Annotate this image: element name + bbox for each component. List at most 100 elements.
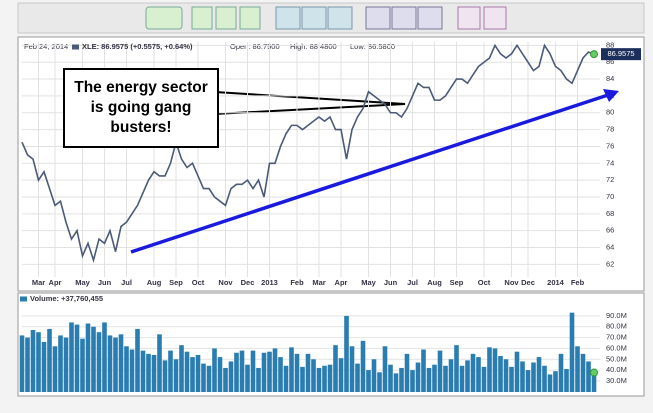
volume-bar bbox=[437, 350, 443, 392]
y-tick-label: 76 bbox=[606, 141, 614, 150]
x-tick-label: Jun bbox=[98, 278, 112, 287]
volume-bar bbox=[85, 323, 91, 392]
volume-bar bbox=[399, 367, 404, 392]
volume-bar bbox=[201, 363, 206, 392]
volume-bar bbox=[366, 370, 371, 392]
y-tick-label: 40.0M bbox=[606, 365, 627, 374]
price-tag-box bbox=[601, 48, 641, 61]
volume-bar bbox=[415, 362, 421, 392]
volume-bar bbox=[300, 366, 305, 392]
x-tick-label: Mar bbox=[32, 278, 45, 287]
x-tick-label: Mar bbox=[312, 278, 325, 287]
y-tick-label: 88 bbox=[606, 40, 614, 49]
volume-bar bbox=[525, 370, 531, 392]
volume-bar bbox=[426, 367, 432, 392]
x-tick-label: May bbox=[361, 278, 376, 287]
volume-bar bbox=[256, 367, 261, 392]
volume-bar bbox=[575, 346, 580, 392]
volume-bar bbox=[25, 337, 30, 392]
volume-bar bbox=[338, 358, 344, 392]
volume-bar bbox=[217, 357, 223, 392]
volume-bar bbox=[536, 357, 542, 392]
x-tick-label: Sep bbox=[450, 278, 464, 287]
volume-bar bbox=[580, 353, 586, 392]
volume-bar bbox=[195, 354, 201, 392]
x-tick-label: Nov bbox=[504, 278, 519, 287]
legend-swatch bbox=[72, 44, 79, 50]
x-tick-label: 2014 bbox=[547, 278, 565, 287]
volume-bar bbox=[52, 346, 58, 392]
high-stat: High: 88.4800 bbox=[290, 42, 337, 51]
x-tick-label: 2013 bbox=[261, 278, 278, 287]
volume-bar bbox=[239, 350, 245, 392]
volume-bar bbox=[492, 348, 498, 392]
volume-bar bbox=[547, 374, 553, 392]
volume-bar bbox=[294, 353, 300, 392]
trend-arrow bbox=[130, 93, 609, 254]
volume-bar bbox=[118, 334, 124, 392]
volume-bar bbox=[173, 359, 179, 392]
toolbar-buttons[interactable] bbox=[145, 6, 507, 30]
volume-bar bbox=[250, 350, 256, 392]
volume-bar bbox=[503, 359, 509, 392]
volume-bar bbox=[91, 326, 96, 392]
volume-bar bbox=[586, 361, 591, 392]
volume-bar bbox=[140, 350, 146, 392]
y-tick-label: 60.0M bbox=[606, 343, 627, 352]
volume-bar bbox=[124, 346, 129, 392]
volume-bar bbox=[333, 345, 338, 392]
volume-bar bbox=[206, 365, 212, 392]
last-volume-marker bbox=[590, 368, 598, 377]
volume-bar bbox=[36, 332, 41, 392]
y-tick-label: 66 bbox=[606, 226, 614, 235]
y-tick-label: 86 bbox=[606, 57, 614, 66]
volume-bar bbox=[470, 353, 476, 392]
x-tick-label: Feb bbox=[290, 278, 304, 287]
volume-bar bbox=[476, 357, 481, 392]
volume-bar bbox=[355, 363, 360, 392]
volume-bar bbox=[542, 365, 547, 392]
volume-bar bbox=[278, 357, 283, 392]
volume-bar bbox=[129, 349, 135, 392]
volume-bar bbox=[80, 338, 85, 392]
x-tick-label: Oct bbox=[478, 278, 491, 287]
volume-bar bbox=[168, 350, 173, 392]
open-stat: Open: 86.7500 bbox=[230, 42, 280, 51]
y-tick-label: 74 bbox=[606, 158, 614, 167]
volume-bar bbox=[520, 361, 525, 392]
legend-label: XLE: 86.9575 (+0.5575, +0.64%) bbox=[82, 42, 193, 51]
volume-bar bbox=[591, 372, 597, 392]
volume-bar bbox=[487, 347, 492, 392]
volume-bar bbox=[311, 359, 316, 392]
volume-bar bbox=[102, 322, 107, 392]
price-line bbox=[21, 43, 595, 263]
volume-bar bbox=[162, 360, 168, 392]
annotation: The energy sector is going gang busters! bbox=[63, 68, 219, 148]
volume-bar bbox=[371, 359, 377, 392]
y-tick-label: 30.0M bbox=[606, 376, 627, 385]
volume-bar bbox=[443, 365, 448, 392]
x-tick-label: Aug bbox=[427, 278, 442, 287]
volume-bar bbox=[316, 367, 322, 392]
volume-bar bbox=[151, 354, 157, 392]
volume-bar bbox=[349, 346, 355, 392]
volume-bar bbox=[498, 356, 503, 392]
y-tick-label: 70.0M bbox=[606, 333, 627, 342]
volume-bar bbox=[404, 353, 410, 392]
y-tick-label: 50.0M bbox=[606, 354, 627, 363]
volume-bar bbox=[514, 351, 520, 392]
volume-bar bbox=[388, 364, 393, 392]
volume-bar bbox=[179, 345, 184, 392]
x-tick-label: Dec bbox=[241, 278, 255, 287]
volume-bar bbox=[481, 366, 487, 392]
legend-swatch bbox=[20, 296, 27, 302]
price-tag: 86.9575 bbox=[607, 49, 634, 58]
x-tick-label: Feb bbox=[571, 278, 585, 287]
volume-bar bbox=[245, 364, 250, 392]
y-tick-label: 78 bbox=[606, 125, 614, 134]
volume-bar bbox=[360, 340, 366, 392]
volume-bar bbox=[74, 324, 80, 392]
y-tick-label: 64 bbox=[606, 243, 614, 252]
volume-bar bbox=[344, 315, 349, 392]
